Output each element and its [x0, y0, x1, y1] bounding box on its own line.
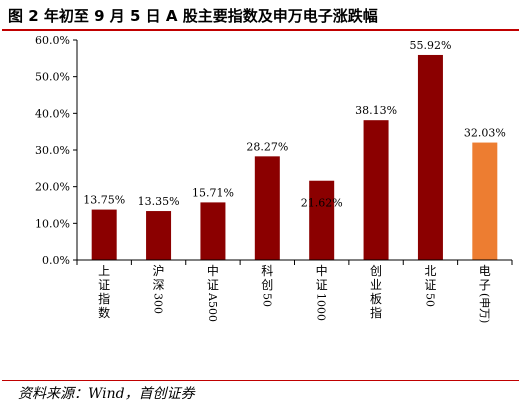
bar — [200, 202, 226, 260]
data-label: 13.75% — [83, 194, 125, 207]
bar — [309, 180, 335, 260]
data-label: 55.92% — [409, 39, 451, 52]
x-tick-label: 上 — [98, 264, 110, 278]
x-tick-label: 指 — [370, 305, 382, 320]
bar — [472, 142, 498, 260]
x-tick-label: 指 — [98, 291, 110, 306]
x-tick-label: 中 — [316, 263, 328, 278]
data-label: 15.71% — [192, 186, 234, 199]
x-tick-label: 沪 — [153, 264, 165, 278]
source-note: 资料来源：Wind，首创证券 — [18, 386, 195, 402]
x-tick-label: 创 — [370, 264, 382, 278]
bars: 13.75% 13.35% 15.71% 28.27% 21.62% 38.13% 55.9… — [83, 39, 506, 261]
bar-chart: 0.0% 10.0% 20.0% 30.0% 40.0% 50.0% 60.0% 13.75… — [35, 34, 513, 323]
x-tick-label: 业 — [370, 278, 382, 292]
y-tick-label: 40.0% — [35, 107, 70, 120]
x-tick-label: 证 — [424, 278, 436, 292]
x-tick-label: 数 — [98, 305, 110, 320]
x-tick-label: A500 — [206, 292, 219, 322]
y-axis: 0.0% 10.0% 20.0% 30.0% 40.0% 50.0% 60.0% — [35, 34, 78, 267]
x-tick-label: (申 — [478, 293, 491, 308]
data-label: 21.62% — [301, 197, 343, 210]
x-tick-label: 创 — [261, 278, 273, 292]
source-rule — [2, 380, 519, 381]
bar — [91, 209, 117, 260]
x-tick-label: 板 — [370, 292, 382, 306]
x-tick-label: 中 — [207, 263, 219, 278]
data-label: 38.13% — [355, 104, 397, 117]
x-tick-label: 电 — [479, 264, 491, 278]
x-tick-label: 子 — [479, 278, 491, 292]
bar — [254, 156, 280, 260]
data-label: 32.03% — [464, 127, 506, 140]
y-tick-label: 0.0% — [42, 254, 70, 267]
y-tick-label: 20.0% — [35, 181, 70, 194]
x-tick-label: 1000 — [315, 293, 328, 321]
data-label: 28.27% — [246, 140, 288, 153]
x-tick-label: 50 — [260, 293, 273, 307]
bar — [417, 54, 443, 261]
bar — [363, 120, 389, 260]
x-tick-label: 证 — [98, 278, 110, 292]
y-tick-label: 50.0% — [35, 71, 70, 84]
y-tick-label: 60.0% — [35, 34, 70, 47]
data-label: 13.35% — [138, 195, 180, 208]
y-tick-label: 10.0% — [35, 217, 70, 230]
bar — [146, 211, 172, 260]
x-tick-label: 深 — [153, 278, 165, 292]
x-tick-label: 300 — [152, 293, 165, 314]
x-tick-label: 证 — [207, 278, 219, 292]
x-tick-label: 证 — [316, 278, 328, 292]
x-tick-label: 科 — [261, 264, 273, 278]
y-tick-label: 30.0% — [35, 144, 70, 157]
x-tick-label: 北 — [424, 264, 436, 278]
x-tick-label: 万) — [478, 308, 491, 323]
x-tick-label: 50 — [423, 293, 436, 307]
figure-title: 图 2 年初至 9 月 5 日 A 股主要指数及申万电子涨跌幅 — [8, 7, 378, 25]
title-rule — [2, 29, 519, 31]
